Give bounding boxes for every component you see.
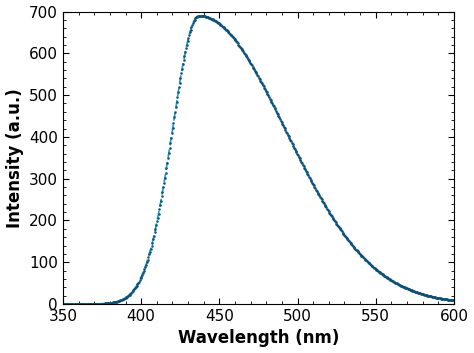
X-axis label: Wavelength (nm): Wavelength (nm) [178, 329, 339, 347]
Y-axis label: Intensity (a.u.): Intensity (a.u.) [6, 88, 24, 228]
